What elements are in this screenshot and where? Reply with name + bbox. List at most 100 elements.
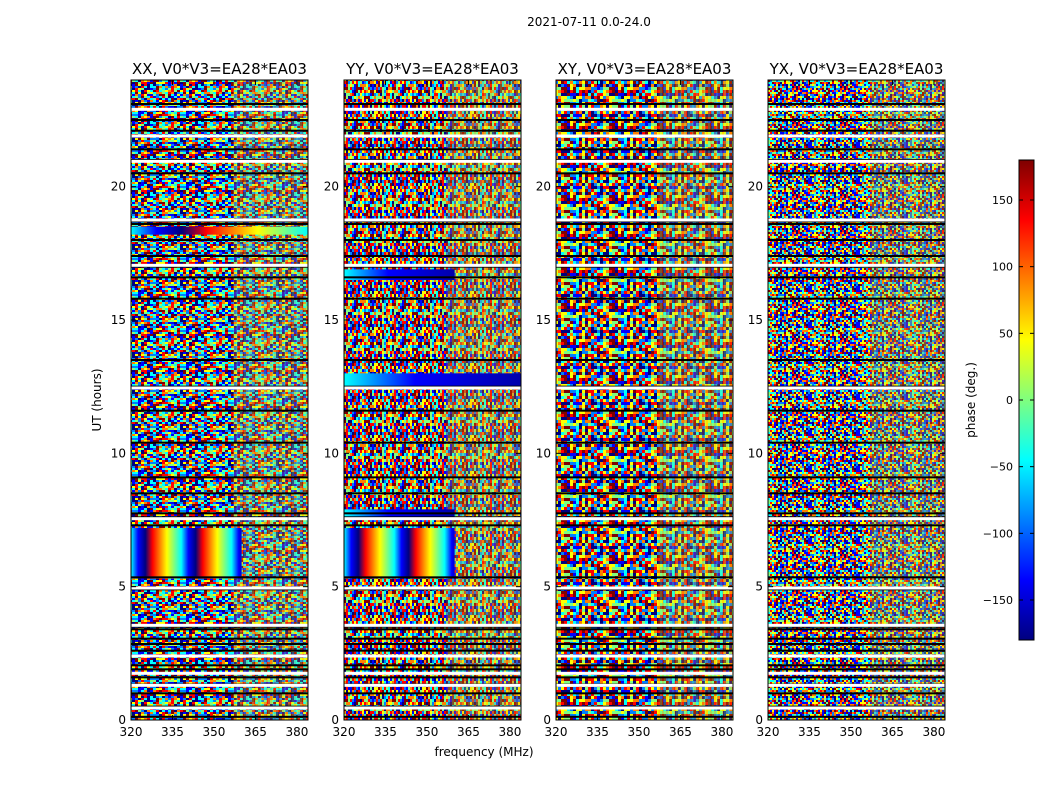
x-tick-label: 380 xyxy=(285,725,308,739)
colorbar-tick-label: −50 xyxy=(990,461,1013,474)
data-gap xyxy=(768,623,945,627)
figure-title: 2021-07-11 0.0-24.0 xyxy=(527,15,651,29)
data-gap xyxy=(768,683,945,687)
data-gap xyxy=(556,517,733,521)
colorbar: 150 100 50 0 −50 −100 −150 phase (deg.) xyxy=(964,159,1035,641)
data-gap xyxy=(556,586,733,590)
flagged-row xyxy=(344,297,521,300)
flagged-row xyxy=(344,119,521,121)
colorbar-tick-label: −150 xyxy=(983,594,1013,607)
heatmap-panel-2: YY, V0*V3=EA28*EA03 320 335 350 365 380 0 5 10 15… xyxy=(324,60,534,759)
flagged-row xyxy=(131,223,308,225)
fringe-texture xyxy=(658,80,733,720)
flagged-row xyxy=(131,239,308,241)
heatmap-panel-4: YX, V0*V3=EA28*EA03 320 335 350 365 380 0 5 10 15… xyxy=(748,60,946,739)
flagged-row xyxy=(344,276,521,279)
x-tick-label: 365 xyxy=(457,725,480,739)
flagged-row xyxy=(768,664,945,667)
data-gap xyxy=(131,107,308,111)
flagged-row xyxy=(131,512,308,515)
colorbar-label: phase (deg.) xyxy=(964,362,978,438)
data-gap xyxy=(131,159,308,163)
flagged-row xyxy=(131,359,308,361)
flagged-row xyxy=(131,172,308,175)
data-gap xyxy=(344,683,521,687)
fringe-texture xyxy=(233,80,308,720)
flagged-row xyxy=(344,103,521,105)
y-tick-label: 0 xyxy=(543,713,551,727)
flagged-row xyxy=(556,715,733,718)
data-gap xyxy=(131,586,308,590)
x-tick-label: 350 xyxy=(416,725,439,739)
data-gap xyxy=(768,134,945,138)
flagged-row xyxy=(768,492,945,495)
x-tick-label: 335 xyxy=(798,725,821,739)
data-gap xyxy=(344,654,521,658)
data-gap xyxy=(768,654,945,658)
flagged-row xyxy=(131,576,308,579)
y-tick-label: 20 xyxy=(748,180,763,194)
x-tick-label: 365 xyxy=(881,725,904,739)
data-gap xyxy=(768,263,945,267)
colorbar-tick-label: 0 xyxy=(1006,394,1013,407)
flagged-row xyxy=(556,628,733,631)
flagged-row xyxy=(556,692,733,695)
y-axis-label: UT (hours) xyxy=(90,368,104,431)
flagged-row xyxy=(344,512,521,515)
flagged-row xyxy=(344,129,521,132)
flagged-row xyxy=(768,409,945,412)
data-gap xyxy=(131,134,308,138)
flagged-row xyxy=(768,524,945,527)
x-tick-label: 335 xyxy=(586,725,609,739)
flagged-row xyxy=(768,129,945,132)
data-gap xyxy=(131,218,308,222)
flagged-row xyxy=(556,476,733,479)
flagged-row xyxy=(131,649,308,652)
fringe-texture xyxy=(446,80,521,720)
data-gap xyxy=(768,107,945,111)
flagged-row xyxy=(556,668,733,671)
flagged-row xyxy=(556,148,733,151)
y-tick-label: 0 xyxy=(118,713,126,727)
panel-title: XX, V0*V3=EA28*EA03 xyxy=(132,60,307,78)
flagged-row xyxy=(556,409,733,412)
flagged-row xyxy=(768,172,945,175)
flagged-row xyxy=(556,103,733,105)
flagged-row xyxy=(768,223,945,225)
heatmap-body xyxy=(344,80,521,720)
data-gap xyxy=(344,159,521,163)
flagged-row xyxy=(556,297,733,300)
flagged-row xyxy=(131,129,308,132)
flagged-row xyxy=(768,119,945,121)
data-gap xyxy=(344,134,521,138)
flagged-row xyxy=(768,148,945,151)
flagged-row xyxy=(556,576,733,579)
flagged-row xyxy=(344,239,521,241)
data-gap xyxy=(768,386,945,390)
flagged-row xyxy=(344,148,521,151)
data-gap xyxy=(344,586,521,590)
fringe-texture xyxy=(870,80,945,720)
heatmap-body xyxy=(768,80,945,720)
y-tick-label: 10 xyxy=(748,446,763,460)
flagged-row xyxy=(344,668,521,671)
axes-frame xyxy=(767,79,946,721)
flagged-row xyxy=(768,359,945,361)
data-gap xyxy=(344,107,521,111)
flagged-row xyxy=(131,297,308,300)
flagged-row xyxy=(768,297,945,300)
flagged-row xyxy=(344,223,521,225)
flagged-row xyxy=(556,664,733,667)
flagged-row xyxy=(344,628,521,631)
data-gap xyxy=(131,386,308,390)
flagged-row xyxy=(131,441,308,444)
data-gap xyxy=(131,517,308,521)
flagged-row xyxy=(556,255,733,257)
flagged-row xyxy=(131,664,308,667)
heatmap-body xyxy=(556,80,733,720)
y-tick-label: 5 xyxy=(118,580,126,594)
axes-frame xyxy=(130,79,309,721)
flagged-row xyxy=(768,637,945,640)
flagged-row xyxy=(768,692,945,695)
flagged-row xyxy=(344,441,521,444)
